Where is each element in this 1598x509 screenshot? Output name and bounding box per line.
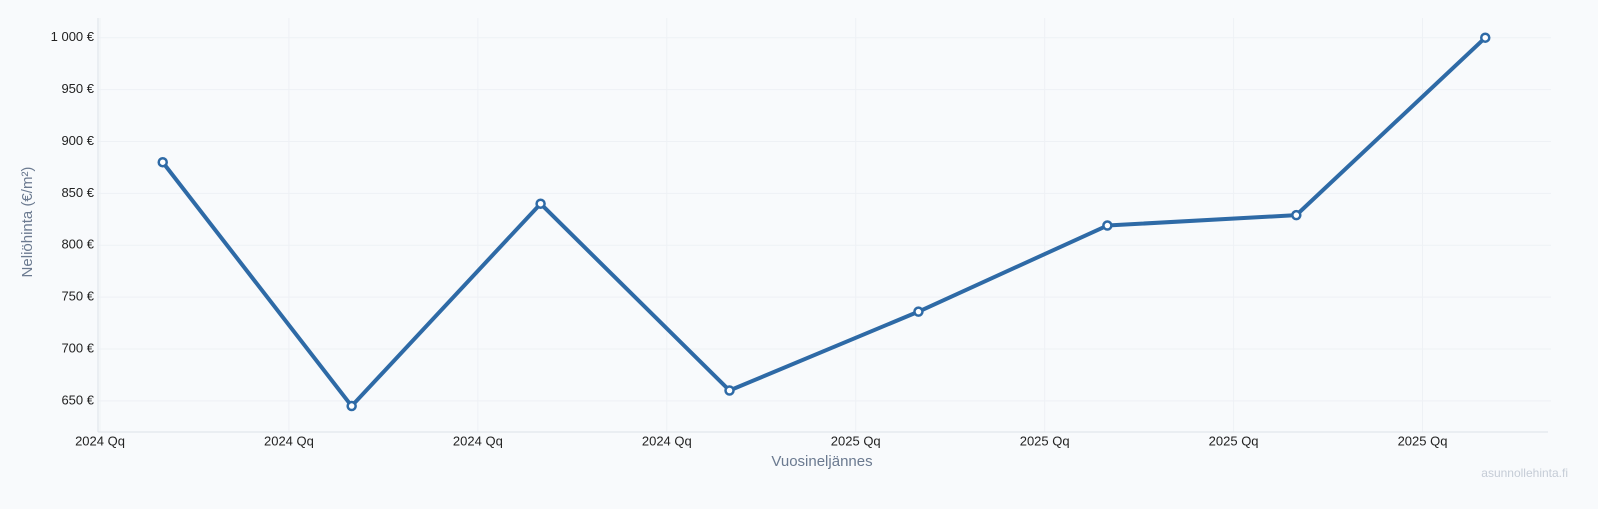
- x-tick-label: 2025 Qq: [831, 433, 881, 448]
- watermark: asunnollehinta.fi: [1481, 466, 1568, 480]
- x-tick-label: 2025 Qq: [1398, 433, 1448, 448]
- y-tick-label: 750 €: [61, 289, 94, 304]
- x-axis-title: Vuosineljännes: [771, 453, 872, 470]
- point: [1480, 32, 1491, 43]
- point: [346, 400, 357, 412]
- y-tick-label: 850 €: [61, 185, 94, 200]
- x-tick-label: 2025 Qq: [1020, 433, 1070, 448]
- point: [157, 156, 168, 168]
- x-tick-label: 2024 Qq: [75, 433, 125, 448]
- point: [535, 198, 546, 209]
- point: [1102, 220, 1113, 231]
- y-tick-label: 700 €: [61, 340, 94, 355]
- x-tick-label: 2024 Qq: [264, 433, 314, 448]
- x-tick-label: 2025 Qq: [1209, 433, 1259, 448]
- x-tick-label: 2024 Qq: [453, 433, 503, 448]
- x-tick-label: 2024 Qq: [642, 433, 692, 448]
- y-tick-label: 650 €: [61, 392, 94, 407]
- line: [161, 36, 1487, 409]
- point: [1291, 209, 1302, 221]
- point: [913, 306, 924, 317]
- y-tick-label: 950 €: [61, 81, 94, 96]
- y-axis-title: Neliöhinta (€/m²): [19, 167, 36, 278]
- y-tick-label: 800 €: [61, 237, 94, 252]
- y-tick-label: 900 €: [61, 133, 94, 148]
- point: [724, 385, 735, 396]
- y-tick-label: 1 000 €: [51, 29, 95, 44]
